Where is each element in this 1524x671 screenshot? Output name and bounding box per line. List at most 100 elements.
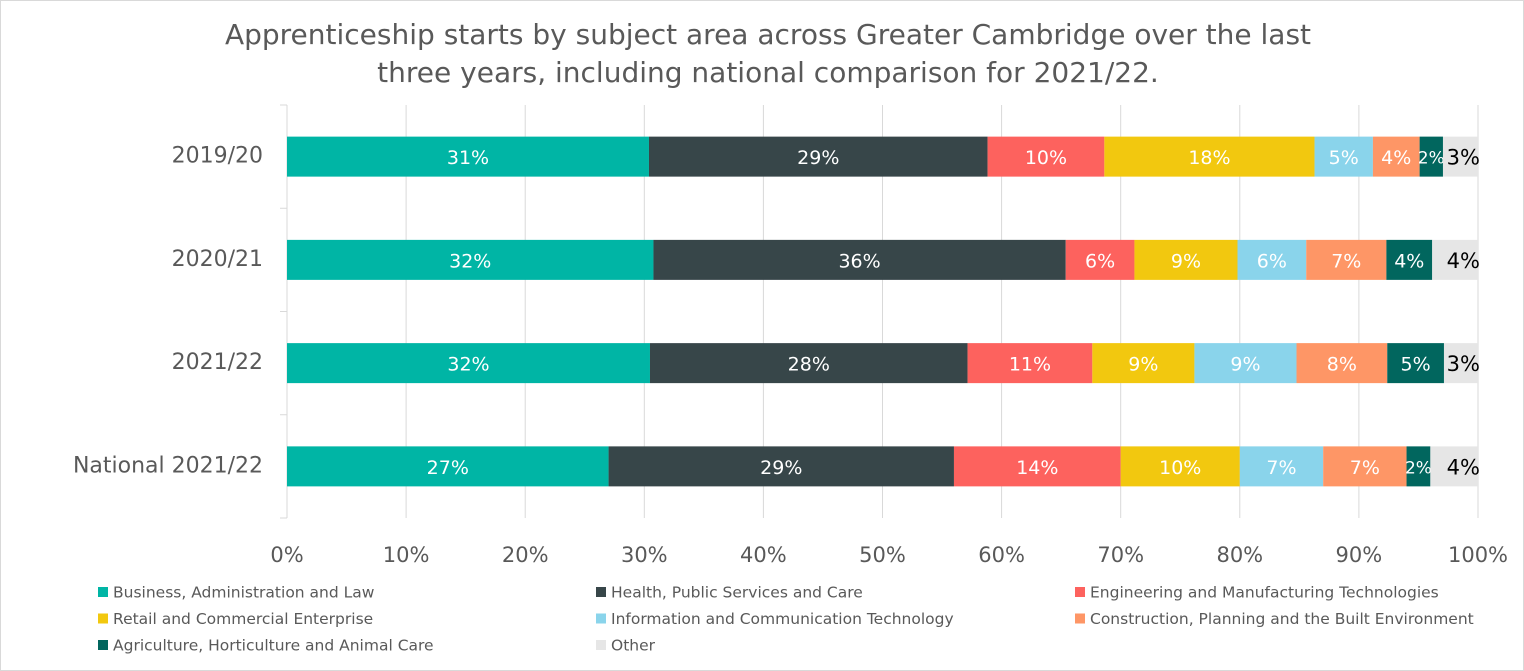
bar-segment (1323, 446, 1407, 487)
data-label: 7% (1266, 457, 1296, 479)
data-label: 2% (1418, 149, 1445, 169)
bar-segment (1306, 239, 1387, 280)
bar-segment (987, 136, 1105, 177)
bar-segment (1419, 136, 1443, 177)
data-label: 36% (838, 250, 880, 272)
bar-segment (1134, 239, 1238, 280)
x-tick-label: 60% (978, 543, 1025, 567)
chart-title: three years, including national comparis… (377, 56, 1159, 89)
bar-segment (1443, 343, 1478, 384)
data-label: 27% (427, 457, 469, 479)
bar-segment (1387, 343, 1444, 384)
bar-segment (1314, 136, 1373, 177)
data-label: 4% (1394, 250, 1424, 272)
data-label: 5% (1401, 354, 1431, 376)
legend-label: Retail and Commercial Enterprise (113, 610, 373, 628)
data-label: 4% (1447, 249, 1480, 273)
bar-segment (1442, 136, 1478, 177)
data-label: 32% (447, 354, 489, 376)
bar-segment (1406, 446, 1431, 487)
bar-segment (1237, 239, 1307, 280)
bar-segment (1065, 239, 1135, 280)
data-label: 31% (447, 147, 489, 169)
bar-segment (287, 239, 654, 280)
data-label: 6% (1257, 250, 1287, 272)
bar-segment (608, 446, 954, 487)
legend-swatch (98, 613, 108, 624)
x-tick-label: 0% (270, 543, 303, 567)
bar-segment (953, 446, 1121, 487)
data-label: 4% (1447, 455, 1480, 479)
legend-label: Engineering and Manufacturing Technologi… (1090, 584, 1439, 602)
data-label: 4% (1381, 147, 1411, 169)
y-tick-label: 2019/20 (172, 144, 263, 169)
bar-segment (1432, 239, 1478, 280)
bar-segment (1120, 446, 1240, 487)
bar-segment (967, 343, 1093, 384)
data-label: 29% (760, 457, 802, 479)
x-tick-label: 50% (859, 543, 906, 567)
data-label: 8% (1327, 354, 1357, 376)
legend-label: Other (611, 637, 656, 655)
legend-label: Agriculture, Horticulture and Animal Car… (113, 637, 434, 655)
data-label: 29% (797, 147, 839, 169)
data-label: 3% (1447, 146, 1480, 170)
legend-swatch (596, 613, 606, 624)
data-label: 7% (1331, 250, 1361, 272)
bar-segment (1239, 446, 1324, 487)
data-label: 9% (1171, 250, 1201, 272)
y-tick-label: National 2021/22 (73, 453, 263, 478)
bar-segment (1194, 343, 1297, 384)
x-tick-label: 10% (383, 543, 430, 567)
bar-segment (1296, 343, 1388, 384)
data-label: 3% (1447, 352, 1480, 376)
x-tick-label: 90% (1336, 543, 1383, 567)
data-label: 7% (1350, 457, 1380, 479)
bar-segment (287, 343, 650, 384)
bar-segment (1386, 239, 1433, 280)
legend-swatch (596, 640, 606, 650)
y-tick-label: 2020/21 (172, 247, 263, 272)
data-label: 32% (449, 250, 491, 272)
legend-label: Business, Administration and Law (113, 584, 375, 602)
bar-segment (653, 239, 1066, 280)
data-label: 2% (1405, 458, 1432, 478)
data-label: 18% (1188, 147, 1230, 169)
data-label: 10% (1159, 457, 1201, 479)
data-label: 10% (1025, 147, 1067, 169)
x-tick-label: 20% (502, 543, 549, 567)
bar-segment (287, 446, 609, 487)
bar-segment (648, 136, 988, 177)
bar-segment (1372, 136, 1420, 177)
legend-label: Construction, Planning and the Built Env… (1090, 610, 1474, 628)
data-label: 14% (1016, 457, 1058, 479)
bar-segment (1104, 136, 1315, 177)
x-tick-label: 40% (740, 543, 787, 567)
legend-swatch (98, 640, 108, 650)
data-label: 6% (1085, 250, 1115, 272)
legend-swatch (1075, 613, 1085, 624)
bar-segment (1092, 343, 1195, 384)
bar-segment (1430, 446, 1478, 487)
chart-title: Apprenticeship starts by subject area ac… (225, 18, 1311, 51)
legend-label: Health, Public Services and Care (611, 584, 863, 602)
data-label: 28% (788, 354, 830, 376)
bar-segment (287, 136, 649, 177)
y-tick-label: 2021/22 (172, 350, 263, 375)
data-label: 9% (1128, 354, 1158, 376)
legend-swatch (1075, 587, 1085, 597)
legend-swatch (596, 587, 606, 597)
x-tick-label: 80% (1216, 543, 1263, 567)
x-tick-label: 30% (621, 543, 668, 567)
x-tick-label: 70% (1097, 543, 1144, 567)
bar-segment (649, 343, 968, 384)
data-label: 5% (1329, 147, 1359, 169)
data-label: 11% (1009, 354, 1051, 376)
x-tick-label: 100% (1448, 543, 1508, 567)
legend-swatch (98, 587, 108, 597)
data-label: 9% (1230, 354, 1260, 376)
legend-label: Information and Communication Technology (611, 610, 954, 628)
